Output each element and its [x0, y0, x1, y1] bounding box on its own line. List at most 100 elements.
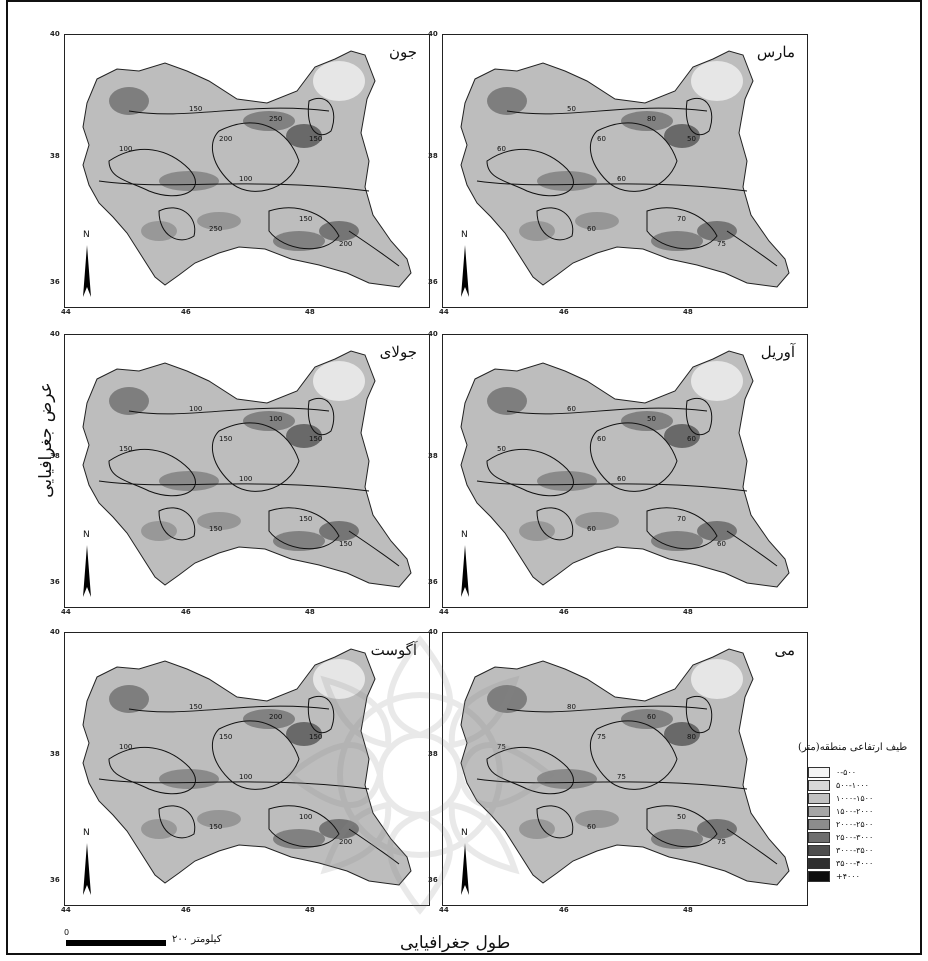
- isoline-label: 60: [617, 475, 626, 483]
- north-arrow-icon: [461, 545, 469, 597]
- month-title: مارس: [756, 43, 795, 61]
- longitude-tick: 44: [439, 906, 449, 914]
- isoline: [128, 107, 330, 115]
- terrain-shade: [537, 769, 597, 789]
- isoline: [348, 828, 400, 865]
- isoline-label: 70: [677, 515, 686, 523]
- latitude-tick: 36: [50, 578, 60, 586]
- longitude-tick: 44: [61, 308, 71, 316]
- legend-row: +۴۰۰۰: [808, 870, 873, 883]
- latitude-tick: 38: [50, 452, 60, 460]
- legend-swatch: [808, 793, 830, 804]
- north-label: N: [461, 530, 468, 540]
- terrain-shade: [243, 709, 295, 729]
- isoline-label: 150: [309, 135, 322, 143]
- legend-swatch: [808, 845, 830, 856]
- legend-swatch: [808, 819, 830, 830]
- legend-swatch: [808, 806, 830, 817]
- lowland-shade: [313, 659, 365, 699]
- isoline-label: 150: [219, 435, 232, 443]
- isoline-label: 75: [617, 773, 626, 781]
- isoline-label: 75: [717, 838, 726, 846]
- north-arrow-icon: [461, 245, 469, 297]
- isoline: [211, 122, 300, 192]
- legend-label: +۴۰۰۰: [836, 872, 860, 881]
- isoline: [211, 720, 300, 790]
- isoline: [476, 778, 748, 790]
- isoline: [685, 97, 713, 136]
- isoline: [307, 695, 335, 734]
- month-title: جولای: [379, 343, 417, 361]
- latitude-tick: 38: [50, 750, 60, 758]
- legend-swatch: [808, 832, 830, 843]
- isoline-label: 80: [647, 115, 656, 123]
- map-panel-april: 50 60 60 50 60 60 70 60 60 N آوریل: [442, 334, 808, 608]
- isoline-label: 60: [567, 405, 576, 413]
- terrain-shade: [621, 411, 673, 431]
- legend-swatch: [808, 858, 830, 869]
- elevation-legend: ۰-۵۰۰ ۵۰۰-۱۰۰۰ ۱۰۰۰-۱۵۰۰ ۱۵۰۰-۲۰۰۰ ۲۰۰۰-۲۵۰۰…: [808, 766, 873, 883]
- latitude-tick: 40: [428, 30, 438, 38]
- terrain-shade: [537, 171, 597, 191]
- isoline-label: 150: [299, 215, 312, 223]
- isoline-label: 150: [339, 540, 352, 548]
- map-panel-july: 150 100 150 100 150 100 150 150 150 N جولای: [64, 334, 430, 608]
- terrain-shade: [621, 709, 673, 729]
- isoline-label: 150: [189, 703, 202, 711]
- north-arrow-icon: [83, 545, 91, 597]
- isoline: [307, 97, 335, 136]
- isoline: [589, 422, 678, 492]
- isoline-label: 60: [587, 525, 596, 533]
- isoline-label: 100: [119, 145, 132, 153]
- legend-label: ۱۵۰۰-۲۰۰۰: [836, 807, 874, 816]
- isoline: [348, 530, 400, 567]
- terrain-shade: [273, 829, 325, 849]
- scale-label: کیلومتر ۲۰۰: [172, 934, 222, 945]
- isoline: [211, 422, 300, 492]
- longitude-tick: 44: [439, 608, 449, 616]
- isoline: [536, 805, 574, 839]
- lowland-shade: [313, 61, 365, 101]
- isoline: [646, 207, 718, 250]
- latitude-tick: 36: [50, 876, 60, 884]
- map-svg: 150 100 150 100 150 100 150 150 150: [82, 350, 412, 597]
- isoline-label: 150: [189, 105, 202, 113]
- isoline-label: 60: [617, 175, 626, 183]
- isoline-label: 75: [597, 733, 606, 741]
- isoline: [685, 397, 713, 436]
- isoline-label: 60: [587, 225, 596, 233]
- terrain-shade: [141, 819, 177, 839]
- longitude-tick: 46: [559, 308, 569, 316]
- isoline-label: 60: [597, 135, 606, 143]
- terrain-shade: [487, 387, 527, 415]
- legend-row: ۳۰۰۰-۳۵۰۰: [808, 844, 873, 857]
- latitude-tick: 36: [50, 278, 60, 286]
- isoline: [98, 180, 370, 192]
- isoline: [486, 148, 574, 197]
- isoline-label: 200: [269, 713, 282, 721]
- longitude-tick: 44: [61, 608, 71, 616]
- longitude-tick: 46: [181, 308, 191, 316]
- terrain-shade: [575, 810, 619, 828]
- isoline: [536, 507, 574, 541]
- map-svg: 60 50 60 80 50 60 70 60 75: [460, 50, 790, 297]
- isoline-label: 60: [687, 435, 696, 443]
- isoline-label: 100: [119, 743, 132, 751]
- map-panel-may: 75 80 75 60 80 75 50 60 75 N می: [442, 632, 808, 906]
- isoline: [307, 397, 335, 436]
- isoline-label: 60: [587, 823, 596, 831]
- north-label: N: [83, 230, 90, 240]
- terrain-shade: [159, 171, 219, 191]
- map-panel-august: 100 150 150 200 150 100 100 150 200 N آگوست: [64, 632, 430, 906]
- longitude-tick: 44: [439, 308, 449, 316]
- isoline: [726, 230, 778, 267]
- isoline: [268, 507, 340, 550]
- legend-row: ۲۵۰۰-۳۰۰۰: [808, 831, 873, 844]
- isoline-label: 250: [269, 115, 282, 123]
- terrain-shade: [109, 685, 149, 713]
- longitude-tick: 48: [305, 608, 315, 616]
- legend-title: طیف ارتفاعی منطقه(متر): [798, 742, 908, 753]
- terrain-shade: [487, 87, 527, 115]
- legend-row: ۱۵۰۰-۲۰۰۰: [808, 805, 873, 818]
- longitude-tick: 46: [181, 608, 191, 616]
